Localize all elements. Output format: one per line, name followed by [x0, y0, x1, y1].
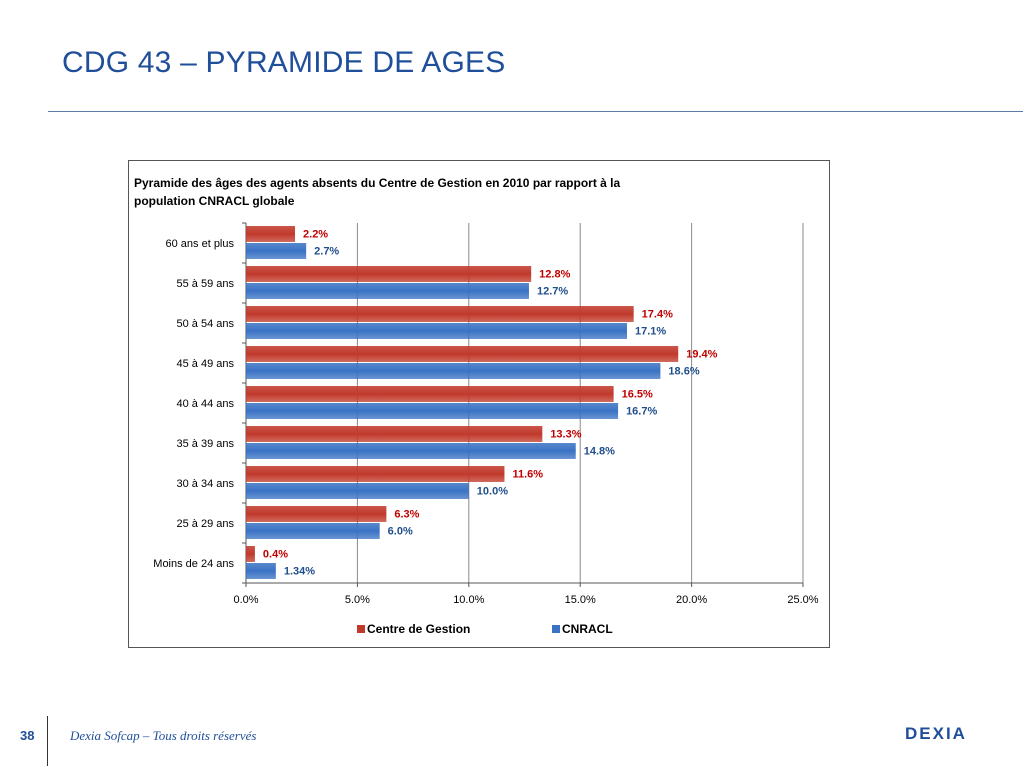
bar-centre-de-gestion: [246, 506, 387, 522]
data-label: 6.3%: [394, 509, 419, 521]
bar-cnracl: [246, 523, 380, 539]
category-label: Moins de 24 ans: [153, 558, 234, 570]
data-label: 11.6%: [512, 469, 543, 481]
bar-centre-de-gestion: [246, 426, 543, 442]
legend-swatch: [357, 625, 365, 633]
legend-label: CNRACL: [562, 622, 613, 636]
bar-cnracl: [246, 403, 619, 419]
data-label: 18.6%: [668, 366, 699, 378]
data-label: 0.4%: [263, 549, 288, 561]
bar-cnracl: [246, 323, 627, 339]
chart-panel: Pyramide des âges des agents absents du …: [128, 160, 830, 648]
data-label: 2.7%: [314, 246, 339, 258]
category-label: 35 à 39 ans: [177, 438, 235, 450]
category-label: 30 à 34 ans: [177, 478, 235, 490]
category-label: 40 à 44 ans: [177, 398, 235, 410]
bar-chart: 0.0% 5.0% 10.0% 15.0% 20.0% 25.0% 60 ans et pl…: [153, 222, 819, 636]
bar-cnracl: [246, 363, 661, 379]
bar-centre-de-gestion: [246, 346, 679, 362]
bar-centre-de-gestion: [246, 226, 296, 242]
footer-copyright: Dexia Sofcap – Tous droits réservés: [70, 728, 257, 743]
category-label: 55 à 59 ans: [177, 278, 235, 290]
bar-centre-de-gestion: [246, 466, 505, 482]
data-label: 17.4%: [642, 309, 673, 321]
data-label: 2.2%: [303, 229, 328, 241]
bar-cnracl: [246, 483, 469, 499]
bar-cnracl: [246, 563, 276, 579]
legend-swatch: [552, 625, 560, 633]
x-tick-label: 15.0%: [565, 594, 596, 606]
data-label: 1.34%: [284, 566, 315, 578]
x-tick-label: 25.0%: [787, 594, 818, 606]
x-tick-label: 10.0%: [453, 594, 484, 606]
data-label: 6.0%: [388, 526, 413, 538]
category-label: 50 à 54 ans: [177, 318, 235, 330]
dexia-logo: DEXIA: [905, 724, 967, 744]
legend-label: Centre de Gestion: [367, 622, 470, 636]
category-label: 45 à 49 ans: [177, 358, 235, 370]
bar-cnracl: [246, 243, 307, 259]
page-number: 38: [20, 728, 35, 743]
data-label: 13.3%: [550, 429, 581, 441]
bar-cnracl: [246, 283, 529, 299]
data-label: 10.0%: [477, 486, 508, 498]
chart-title: Pyramide des âges des agents absents du …: [134, 174, 694, 210]
data-label: 12.8%: [539, 269, 570, 281]
data-label: 16.7%: [626, 406, 657, 418]
chart-title-line-1: Pyramide des âges des agents absents du …: [134, 176, 621, 190]
x-tick-label: 5.0%: [345, 594, 370, 606]
bar-centre-de-gestion: [246, 306, 634, 322]
category-label: 25 à 29 ans: [177, 518, 235, 530]
page-title: CDG 43 – PYRAMIDE DE AGES: [62, 46, 506, 79]
chart-title-line-2: population CNRACL globale: [134, 194, 295, 208]
bar-centre-de-gestion: [246, 386, 614, 402]
footer-divider: [47, 716, 48, 766]
x-tick-label: 20.0%: [676, 594, 707, 606]
bar-cnracl: [246, 443, 576, 459]
data-label: 12.7%: [537, 286, 568, 298]
data-label: 16.5%: [622, 389, 653, 401]
data-label: 14.8%: [584, 446, 615, 458]
category-label: 60 ans et plus: [166, 238, 235, 250]
x-tick-label: 0.0%: [233, 594, 258, 606]
bar-centre-de-gestion: [246, 546, 255, 562]
data-label: 19.4%: [686, 349, 717, 361]
title-divider: [48, 111, 1023, 112]
data-label: 17.1%: [635, 326, 666, 338]
bar-centre-de-gestion: [246, 266, 532, 282]
logo-text: DEXIA: [905, 724, 967, 743]
